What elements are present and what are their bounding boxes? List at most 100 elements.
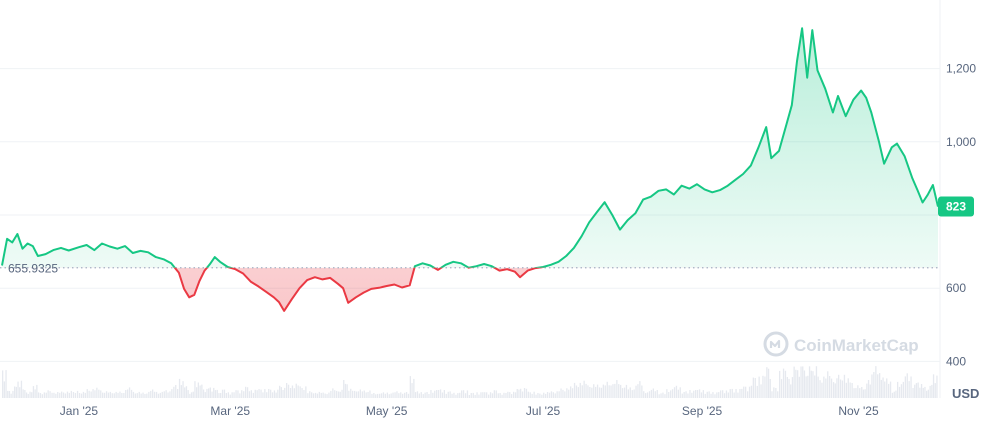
volume-bar (727, 392, 729, 398)
volume-bar (420, 392, 422, 398)
volume-bar (182, 381, 184, 398)
volume-bar (280, 387, 282, 398)
volume-bar (324, 393, 326, 398)
volume-bar (604, 385, 606, 398)
volume-bar (521, 391, 524, 398)
volume-bar (19, 387, 21, 398)
y-axis: 400 600 1,000 1,200 (946, 62, 976, 369)
volume-bar (289, 388, 292, 398)
volume-bar (430, 390, 432, 398)
x-tick-label: Jul '25 (526, 404, 561, 418)
volume-bar (17, 381, 19, 398)
volume-bar (629, 387, 631, 398)
volume-bar (585, 383, 587, 398)
volume-bar (499, 393, 501, 398)
volume-bar (337, 391, 340, 398)
volume-bar (873, 372, 875, 398)
volume-bar (747, 391, 749, 398)
volume-bar (595, 386, 597, 398)
volume-bar (398, 393, 400, 398)
volume-bar (596, 384, 599, 398)
volume-bar (591, 387, 593, 398)
volume-bar (729, 389, 731, 398)
volume-bar (484, 392, 486, 398)
volume-bar (745, 386, 747, 398)
volume-bar (418, 393, 420, 398)
volume-bar (808, 366, 811, 398)
volume-bar (287, 384, 290, 398)
watermark-text: CoinMarketCap (794, 336, 919, 355)
volume-bar (439, 389, 442, 398)
volume-bar (344, 383, 347, 398)
volume-bar (926, 390, 928, 398)
volume-bar (82, 391, 85, 398)
volume-bar (546, 392, 549, 398)
volume-bar (478, 394, 480, 398)
volume-bar (566, 388, 568, 398)
price-line-above-reference[interactable] (1, 27, 939, 311)
volume-bar (639, 381, 641, 398)
volume-bar (45, 392, 47, 398)
volume-bar (175, 385, 177, 398)
volume-bar (877, 374, 879, 398)
volume-bar (523, 388, 526, 398)
volume-bar (851, 383, 853, 398)
volume-bar (623, 387, 626, 398)
volume-bar (750, 385, 753, 398)
volume-bar (710, 393, 712, 398)
volume-bar (897, 381, 899, 398)
volume-bar (102, 392, 104, 398)
volume-bar (696, 390, 699, 398)
volume-bar (229, 394, 231, 398)
volume-bar (737, 392, 739, 398)
current-price-label: 823 (946, 200, 966, 214)
volume-bar (307, 393, 309, 398)
volume-bar (480, 392, 482, 398)
volume-bar (802, 366, 804, 398)
volume-bar (754, 378, 756, 398)
volume-bar (407, 393, 410, 398)
volume-bar (505, 393, 507, 398)
volume-bar (841, 380, 844, 398)
volume-bar (68, 392, 70, 398)
volume-bar (464, 393, 467, 398)
volume-bar (579, 382, 581, 398)
volume-bar (539, 393, 541, 398)
volume-bar (618, 384, 620, 398)
volume-bar (96, 387, 98, 398)
volume-bar (810, 370, 812, 398)
volume-bar (491, 393, 494, 398)
volume-bar (350, 388, 352, 398)
volume-bar (432, 392, 434, 398)
volume-bar (741, 388, 743, 398)
volume-bar (503, 392, 505, 398)
volume-bar (671, 389, 674, 398)
volume-bar (328, 392, 330, 398)
volume-bar (169, 391, 171, 398)
volume-bar (706, 391, 708, 398)
volume-bar (836, 378, 838, 398)
volume-bar (117, 392, 119, 398)
volume-bar (326, 394, 328, 398)
volume-bar (113, 393, 115, 398)
volume-bar (529, 392, 531, 398)
volume-bar (388, 394, 390, 398)
volume-bar (558, 391, 560, 398)
volume-bar (206, 388, 208, 398)
volume-bar (769, 379, 771, 398)
volume-bar (213, 387, 215, 398)
volume-bar (237, 390, 239, 398)
volume-bar (74, 393, 77, 398)
volume-bar (541, 394, 543, 398)
volume-bar (159, 392, 161, 398)
volume-bar (357, 391, 360, 398)
volume-bar (829, 376, 831, 398)
volume-bar (825, 378, 827, 398)
volume-bar (275, 392, 277, 398)
volume-bar (643, 391, 645, 398)
volume-bar (641, 385, 643, 398)
y-tick-label: 600 (946, 281, 966, 295)
volume-bar (646, 392, 649, 398)
volume-bar (225, 393, 227, 398)
volume-bar (208, 388, 210, 398)
